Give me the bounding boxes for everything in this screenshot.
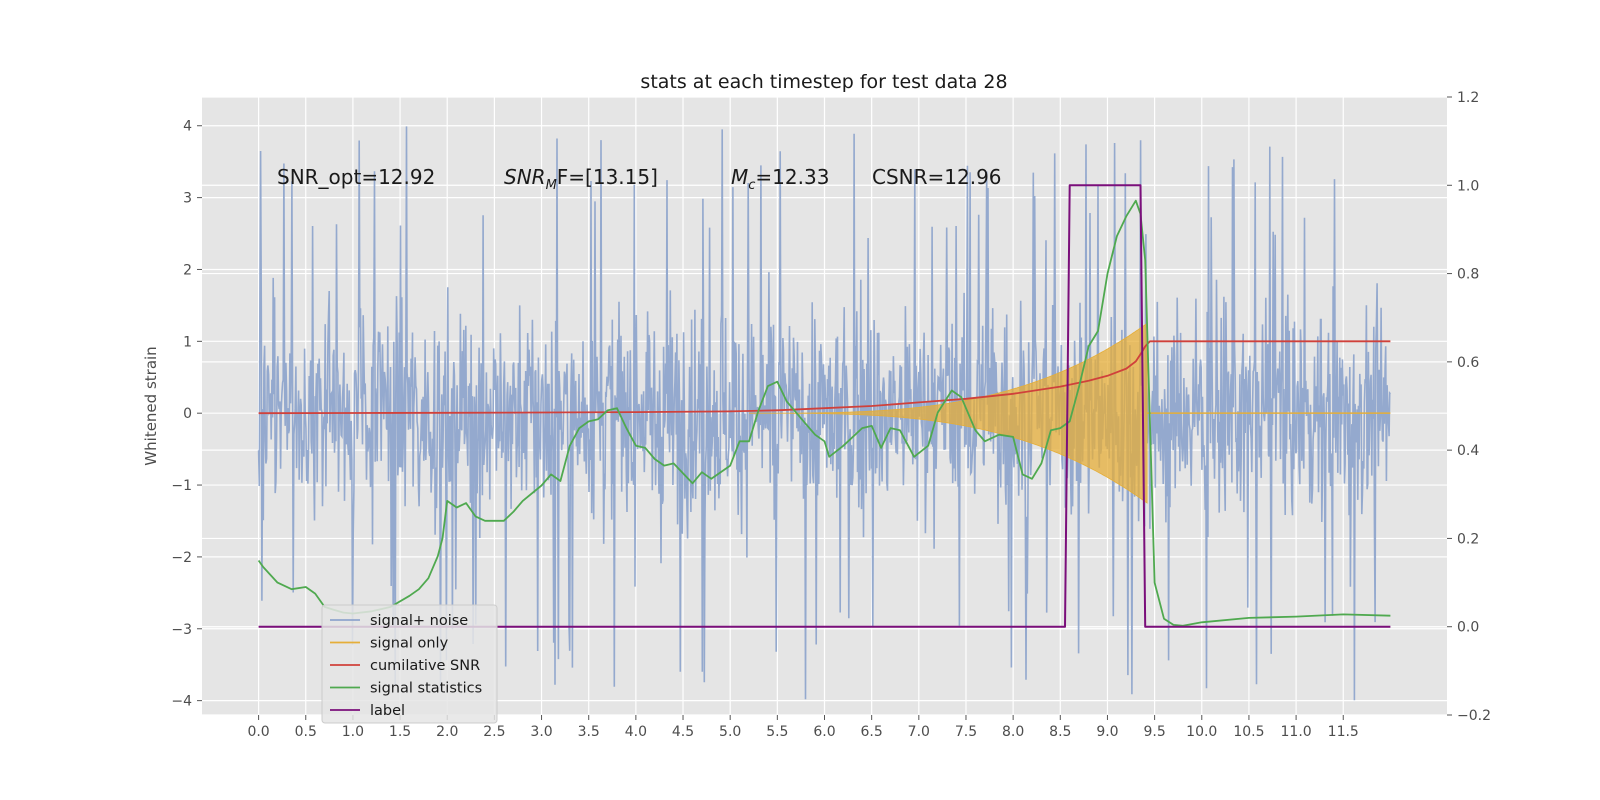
- y2-tick-label: 0.4: [1457, 443, 1479, 459]
- x-tick-label: 6.0: [813, 724, 835, 740]
- y-tick-label: −2: [171, 550, 192, 566]
- chart-title: stats at each timestep for test data 28: [640, 71, 1007, 93]
- x-tick-label: 0.0: [247, 724, 269, 740]
- x-tick-label: 11.5: [1328, 724, 1359, 740]
- x-tick-label: 7.0: [908, 724, 930, 740]
- y2-tick-label: 0.8: [1457, 267, 1479, 283]
- y-tick-label: −1: [171, 478, 192, 494]
- y2-tick-label: 1.2: [1457, 90, 1479, 106]
- series-lines: [257, 184, 1391, 628]
- x-tick-label: 3.5: [578, 724, 600, 740]
- legend-label: label: [370, 703, 405, 719]
- x-tick-label: 8.0: [1002, 724, 1024, 740]
- y-tick-label: −3: [171, 622, 192, 638]
- legend-box: [321, 604, 498, 724]
- axis-ticks: 0.0 0.5 1.0 1.5 2.0 2.5 3.0 3.5 4.0 4.5 5.0 5.5 6.0 6…: [171, 90, 1491, 740]
- y2-tick-label: −0.2: [1457, 708, 1491, 724]
- y2-tick-label: 1.0: [1457, 178, 1479, 194]
- x-tick-label: 9.0: [1096, 724, 1118, 740]
- legend: signal+ noise signal only cumilative SNR si…: [321, 604, 498, 724]
- annotation-snr-mf-sub: M: [546, 178, 557, 193]
- y-tick-label: 2: [183, 262, 192, 278]
- y2-tick-label: 0.2: [1457, 531, 1479, 547]
- series-signal-only: [749, 322, 1391, 504]
- legend-label: signal statistics: [370, 681, 482, 697]
- x-tick-label: 7.5: [955, 724, 977, 740]
- annotation-mc-rest: =12.33: [755, 165, 829, 189]
- y2-tick-label: 0.6: [1457, 355, 1479, 371]
- x-tick-label: 6.5: [861, 724, 883, 740]
- y-tick-label: 3: [183, 191, 192, 207]
- x-tick-label: 2.0: [436, 724, 458, 740]
- x-tick-label: 0.5: [295, 724, 317, 740]
- x-tick-label: 8.5: [1049, 724, 1071, 740]
- annotation-mc: Mc=12.33: [731, 165, 829, 193]
- annotation-csnr: CSNR=12.96: [872, 165, 1002, 189]
- annotation-snr-opt: SNR_opt=12.92: [277, 165, 435, 189]
- annotation-mc-main: M: [731, 165, 748, 189]
- label-line: [258, 184, 1391, 628]
- legend-label: signal only: [370, 636, 449, 652]
- x-tick-label: 3.0: [530, 724, 552, 740]
- annotation-snr-mf-main: SNR: [504, 165, 546, 189]
- y-tick-label: 0: [183, 406, 192, 422]
- legend-label: signal+ noise: [370, 613, 468, 629]
- y-tick-label: 4: [183, 119, 192, 135]
- x-tick-label: 1.0: [342, 724, 364, 740]
- cumulative-snr-line: [258, 340, 1391, 415]
- annotation-snr-mf-rest: F=[13.15]: [557, 165, 658, 189]
- x-tick-label: 9.5: [1143, 724, 1165, 740]
- x-tick-label: 4.0: [625, 724, 647, 740]
- x-tick-label: 5.0: [719, 724, 741, 740]
- x-tick-label: 10.0: [1186, 724, 1217, 740]
- x-tick-label: 11.0: [1281, 724, 1312, 740]
- annotation-snr-mf: SNRMF=[13.15]: [504, 165, 658, 193]
- y-tick-label: −4: [171, 694, 192, 710]
- x-tick-label: 2.5: [483, 724, 505, 740]
- series-signal-noise: [257, 126, 1392, 701]
- x-tick-label: 1.5: [389, 724, 411, 740]
- x-tick-label: 4.5: [672, 724, 694, 740]
- y2-tick-label: 0.0: [1457, 620, 1479, 636]
- annotations: SNR_opt=12.92 SNRMF=[13.15] Mc=12.33 CSN…: [277, 165, 1002, 193]
- annotation-mc-sub: c: [748, 178, 755, 193]
- y-tick-label: 1: [183, 334, 192, 350]
- x-tick-label: 10.5: [1233, 724, 1264, 740]
- legend-label: cumilative SNR: [370, 658, 480, 674]
- y-axis-label: Whitened strain: [142, 346, 160, 465]
- x-tick-label: 5.5: [766, 724, 788, 740]
- signal-noise-line: [257, 126, 1392, 701]
- signal-statistics-line: [257, 199, 1391, 627]
